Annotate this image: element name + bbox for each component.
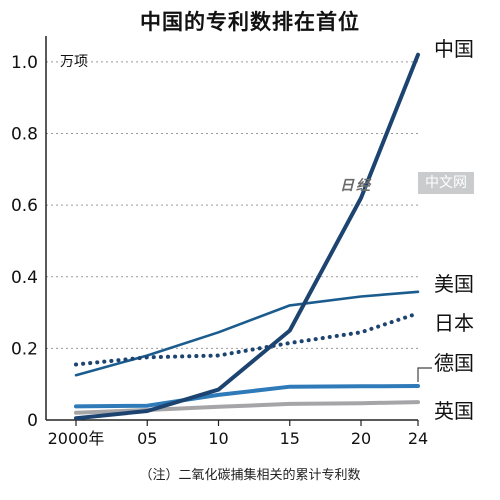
x-tick-label: 24 [408,429,428,448]
series-label: 德国 [434,351,474,375]
series-label: 日本 [434,311,474,335]
series-lines [74,52,420,421]
series-label: 英国 [434,399,474,423]
watermark: 日经 中文网 [340,172,474,194]
y-tick-label: 0.4 [11,268,38,288]
series-line-1 [74,290,420,377]
watermark-logo: 日经 [340,178,372,194]
footnote: （注）二氧化碳捕集相关的累计专利数 [139,468,361,483]
series-line-2 [74,311,420,367]
series-label: 中国 [434,37,474,61]
x-tick-label: 05 [137,429,157,448]
germany-leader-line [417,367,432,382]
chart-title: 中国的专利数排在首位 [140,10,360,34]
y-tick-label: 0.8 [11,125,38,145]
x-tick-label: 15 [280,429,300,448]
watermark-tag: 中文网 [418,172,474,194]
grid [46,61,418,349]
x-tick-label: 20 [351,429,371,448]
series-line-3 [74,384,420,409]
x-tick-label: 2000年 [48,429,105,448]
series-line-0 [74,52,420,421]
y-tick-label: 0.6 [11,196,38,216]
axes [45,36,418,421]
y-tick-label: 1.0 [11,53,38,73]
y-tick-label: 0 [27,411,38,431]
series-label: 美国 [434,272,474,296]
y-axis-unit-label: 万项 [60,54,88,70]
tick-labels: 0 0.2 0.4 0.6 0.8 1.0 2000年 05 10 15 20 24 [11,53,428,448]
x-tick-label: 10 [208,429,228,448]
y-tick-label: 0.2 [11,339,38,359]
